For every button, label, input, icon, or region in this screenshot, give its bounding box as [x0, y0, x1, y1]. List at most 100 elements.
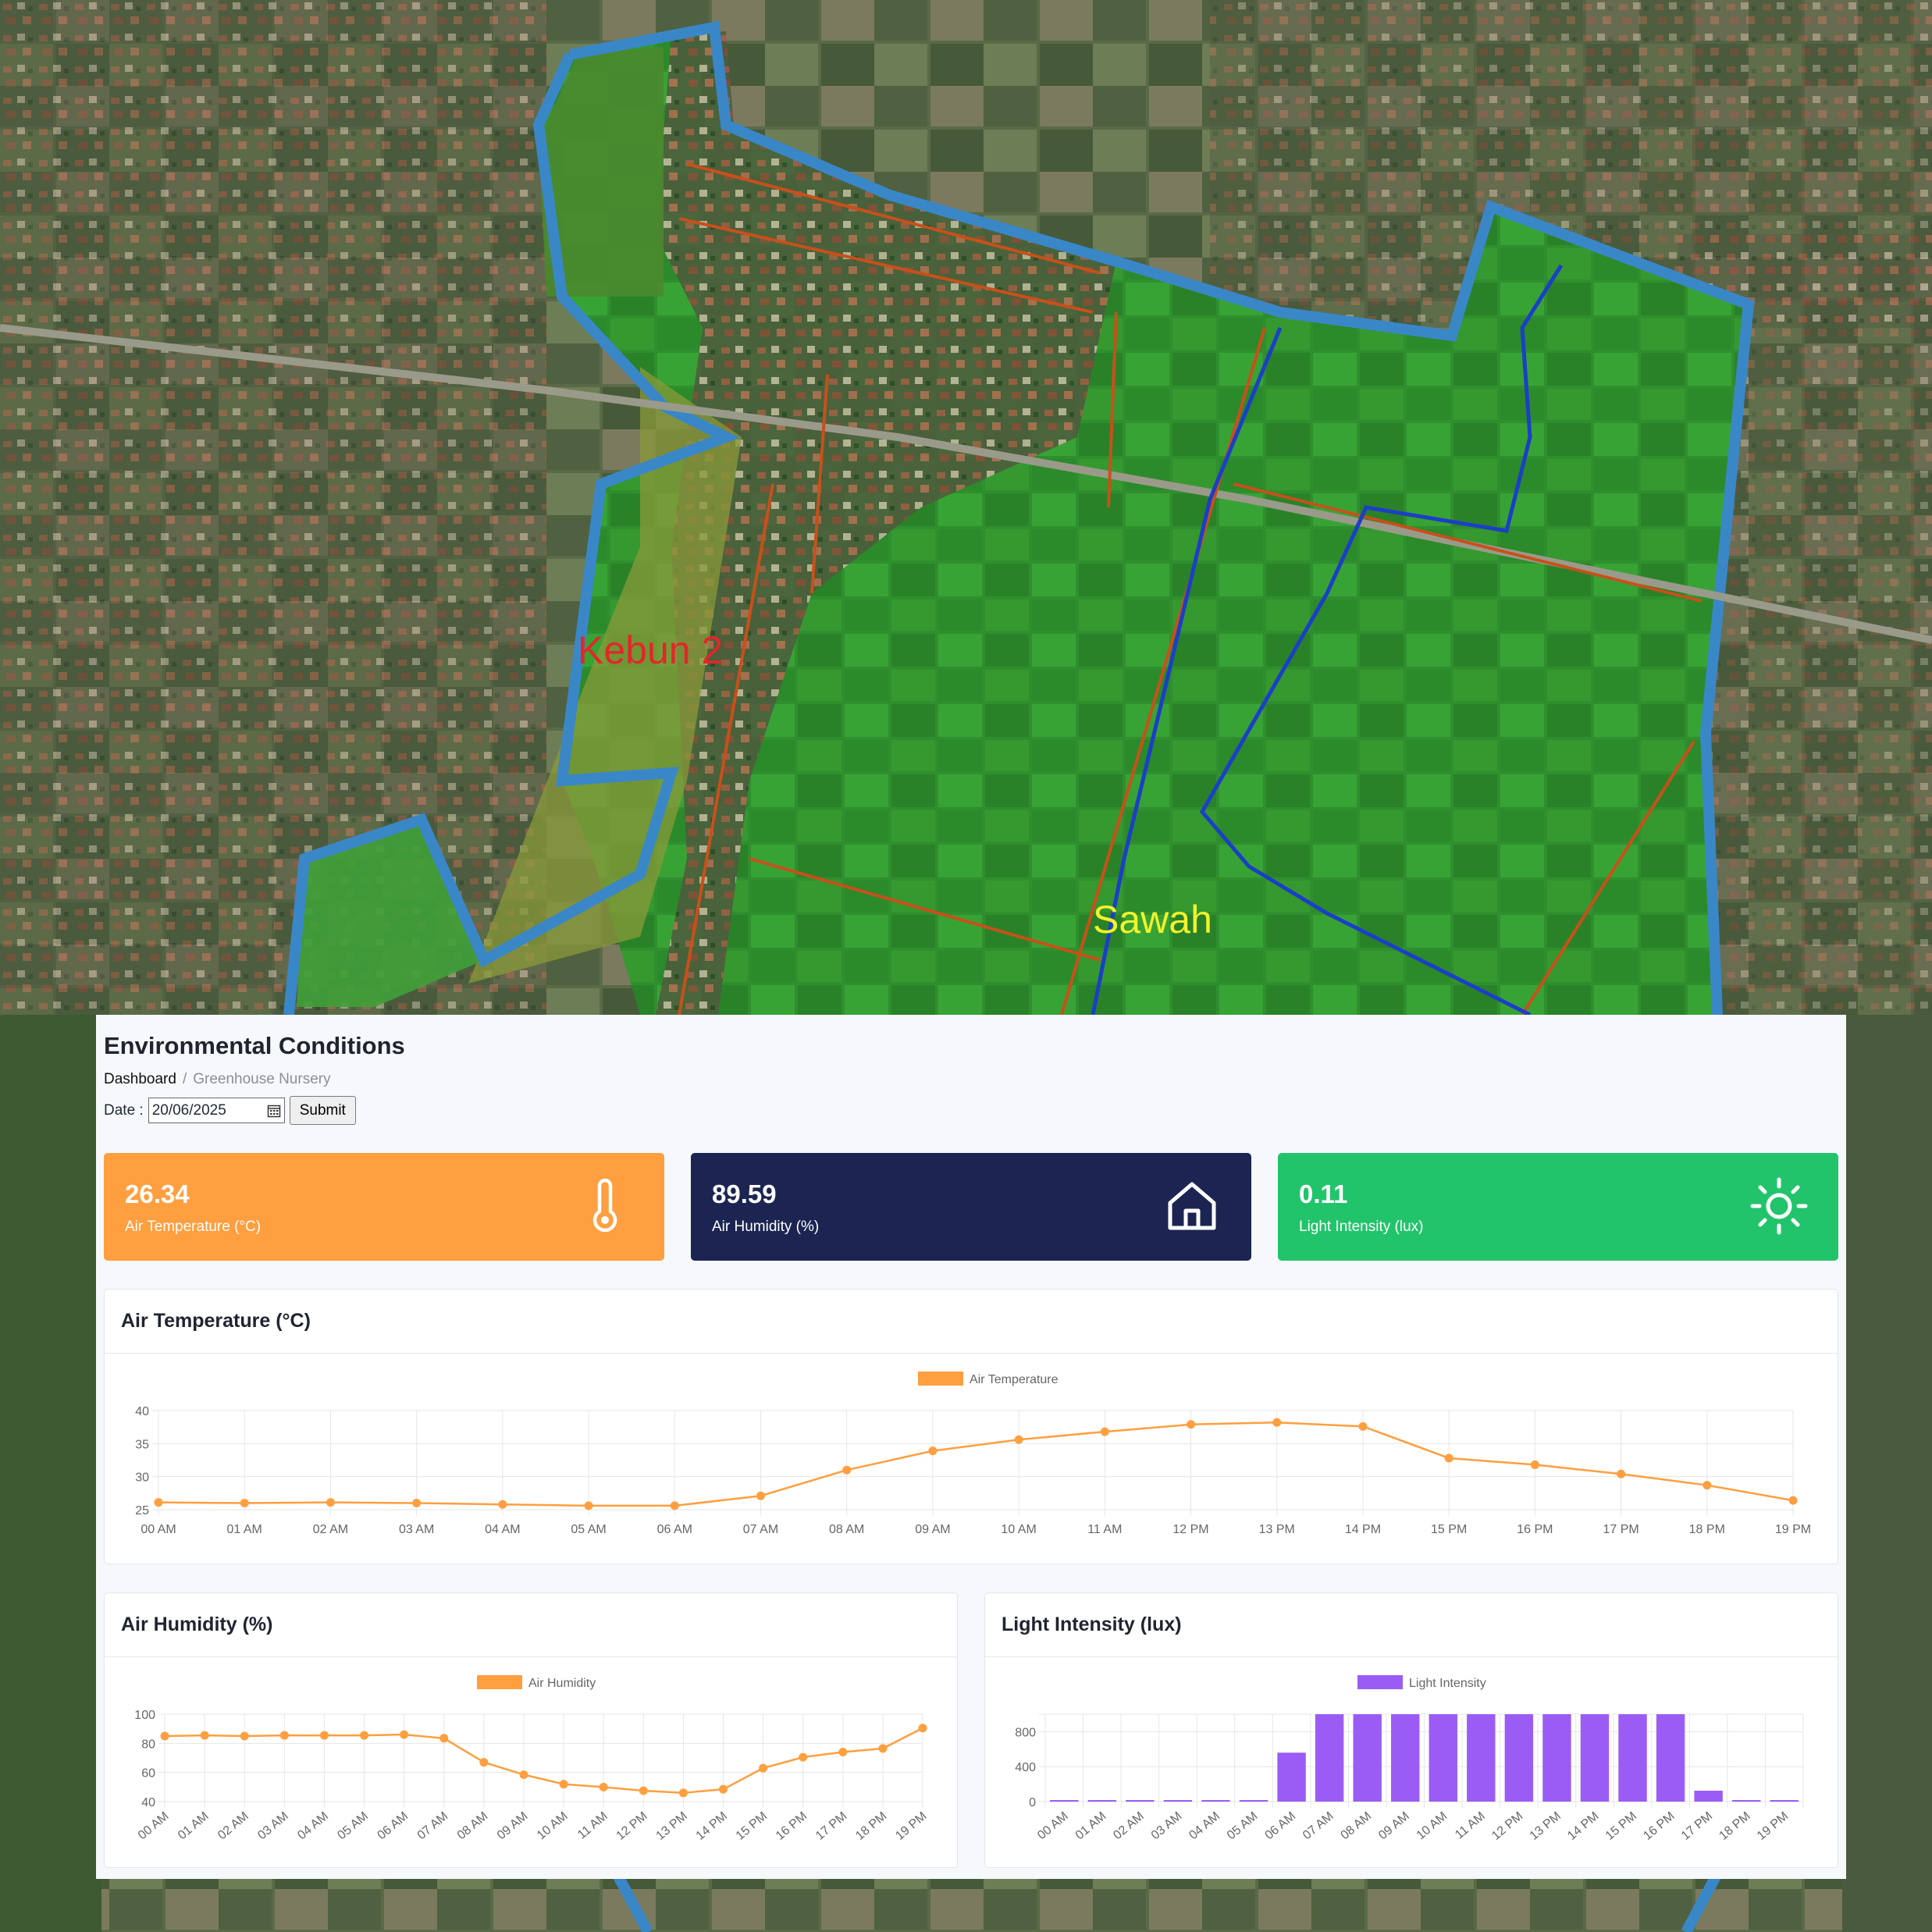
x-tick-label: 15 PM	[734, 1809, 770, 1843]
chart-bar[interactable]	[1656, 1714, 1685, 1802]
x-tick-label: 01 AM	[1073, 1809, 1109, 1842]
data-point[interactable]	[400, 1730, 409, 1739]
chart-bar[interactable]	[1467, 1714, 1496, 1802]
chart-bar[interactable]	[1391, 1714, 1420, 1802]
submit-button[interactable]: Submit	[289, 1096, 356, 1125]
x-tick-label: 09 AM	[1376, 1809, 1412, 1842]
chart-legend[interactable]: Air Temperature	[918, 1372, 1059, 1386]
data-point[interactable]	[439, 1734, 449, 1743]
data-point[interactable]	[160, 1731, 169, 1741]
data-point[interactable]	[928, 1446, 938, 1456]
data-point[interactable]	[799, 1752, 808, 1762]
chart-bar[interactable]	[1087, 1800, 1117, 1802]
data-point[interactable]	[559, 1780, 568, 1789]
x-tick-label: 09 AM	[915, 1523, 950, 1536]
data-point[interactable]	[1617, 1469, 1626, 1478]
series-line	[164, 1727, 923, 1795]
chart-bar[interactable]	[1126, 1800, 1155, 1802]
data-point[interactable]	[918, 1724, 927, 1733]
x-tick-label: 18 PM	[1689, 1523, 1725, 1536]
data-point[interactable]	[1272, 1418, 1282, 1427]
y-tick-label: 30	[135, 1471, 149, 1485]
data-point[interactable]	[1444, 1453, 1453, 1463]
calendar-icon[interactable]	[267, 1104, 281, 1118]
x-tick-label: 19 PM	[1775, 1523, 1811, 1536]
data-point[interactable]	[678, 1788, 688, 1798]
chart-bar[interactable]	[1239, 1800, 1268, 1802]
data-point[interactable]	[756, 1491, 765, 1500]
chart-bar[interactable]	[1315, 1714, 1344, 1802]
data-point[interactable]	[1703, 1481, 1712, 1490]
chart-bar[interactable]	[1618, 1714, 1647, 1802]
x-tick-label: 13 PM	[654, 1809, 690, 1843]
x-tick-label: 03 AM	[399, 1523, 434, 1536]
map-label-sawah: Sawah	[1093, 898, 1212, 941]
data-point[interactable]	[412, 1499, 422, 1508]
breadcrumb-separator: /	[182, 1071, 187, 1087]
data-point[interactable]	[1100, 1427, 1109, 1436]
data-point[interactable]	[718, 1784, 728, 1794]
data-point[interactable]	[519, 1770, 528, 1779]
x-tick-label: 17 PM	[1603, 1523, 1638, 1536]
chart-bar[interactable]	[1163, 1800, 1193, 1802]
data-point[interactable]	[1014, 1435, 1023, 1444]
x-tick-label: 14 PM	[1565, 1809, 1601, 1843]
x-tick-label: 12 PM	[1489, 1809, 1525, 1843]
humidity-card: 89.59 Air Humidity (%)	[691, 1153, 1251, 1261]
x-tick-label: 03 AM	[255, 1809, 291, 1842]
chart-bar[interactable]	[1201, 1800, 1230, 1802]
data-point[interactable]	[584, 1501, 593, 1510]
chart-bar[interactable]	[1429, 1714, 1457, 1802]
x-tick-label: 01 AM	[176, 1809, 212, 1842]
chart-bar[interactable]	[1694, 1791, 1723, 1802]
data-point[interactable]	[200, 1731, 209, 1740]
chart-bar[interactable]	[1050, 1800, 1079, 1802]
data-point[interactable]	[360, 1731, 369, 1740]
data-point[interactable]	[759, 1763, 768, 1773]
x-tick-label: 12 PM	[1172, 1523, 1208, 1536]
data-point[interactable]	[326, 1498, 335, 1507]
data-point[interactable]	[842, 1465, 852, 1475]
chart-bar[interactable]	[1580, 1714, 1610, 1802]
chart-bar[interactable]	[1353, 1714, 1382, 1802]
temperature-chart-title: Air Temperature (°C)	[105, 1290, 1838, 1354]
data-point[interactable]	[639, 1786, 648, 1795]
data-point[interactable]	[498, 1500, 507, 1509]
chart-legend[interactable]: Light Intensity	[1357, 1675, 1486, 1690]
data-point[interactable]	[838, 1748, 848, 1757]
data-point[interactable]	[240, 1499, 249, 1508]
date-input[interactable]: 20/06/2025	[148, 1098, 285, 1123]
breadcrumb-home-link[interactable]: Dashboard	[104, 1071, 176, 1087]
x-tick-label: 03 AM	[1149, 1809, 1185, 1842]
x-tick-label: 15 PM	[1431, 1523, 1467, 1536]
x-tick-label: 11 AM	[575, 1809, 610, 1841]
data-point[interactable]	[670, 1501, 679, 1510]
x-tick-label: 02 AM	[1111, 1809, 1147, 1842]
x-tick-label: 16 PM	[1517, 1523, 1553, 1536]
data-point[interactable]	[154, 1498, 163, 1507]
chart-bar[interactable]	[1542, 1714, 1571, 1802]
y-tick-label: 800	[1015, 1726, 1036, 1739]
data-point[interactable]	[279, 1731, 289, 1740]
chart-bar[interactable]	[1277, 1752, 1306, 1802]
x-tick-label: 00 AM	[141, 1523, 176, 1536]
humidity-chart-title: Air Humidity (%)	[105, 1593, 957, 1657]
x-tick-label: 06 AM	[1262, 1809, 1298, 1842]
data-point[interactable]	[599, 1782, 608, 1791]
data-point[interactable]	[319, 1731, 329, 1740]
data-point[interactable]	[1530, 1460, 1539, 1469]
chart-legend[interactable]: Air Humidity	[477, 1675, 596, 1690]
x-tick-label: 13 PM	[1528, 1809, 1564, 1843]
chart-bar[interactable]	[1504, 1714, 1534, 1802]
data-point[interactable]	[1358, 1421, 1368, 1431]
x-tick-label: 02 AM	[215, 1809, 251, 1842]
data-point[interactable]	[1788, 1496, 1798, 1505]
chart-bar[interactable]	[1731, 1800, 1761, 1802]
y-tick-label: 40	[141, 1796, 155, 1809]
data-point[interactable]	[479, 1758, 489, 1767]
data-point[interactable]	[878, 1744, 888, 1753]
chart-bar[interactable]	[1770, 1800, 1799, 1802]
x-tick-label: 04 AM	[1187, 1809, 1222, 1842]
data-point[interactable]	[1187, 1420, 1196, 1429]
data-point[interactable]	[240, 1731, 249, 1741]
